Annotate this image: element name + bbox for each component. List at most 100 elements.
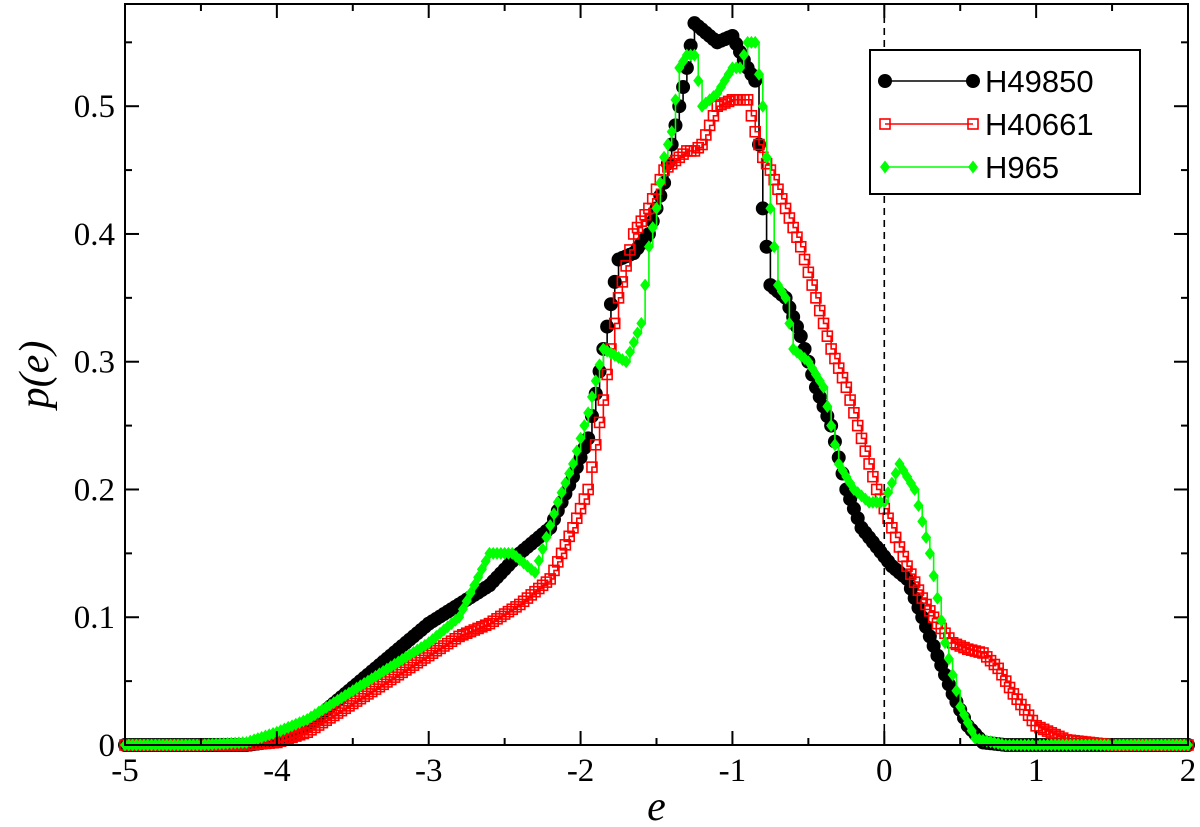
data-point <box>810 292 822 304</box>
x-tick-label: -2 <box>567 753 595 789</box>
data-point <box>916 592 929 604</box>
legend-sample-h965 <box>880 160 978 174</box>
data-point <box>735 61 746 75</box>
data-point <box>932 591 943 605</box>
data-point <box>940 636 951 650</box>
x-tick-label: 1 <box>1028 753 1045 789</box>
data-point <box>476 621 488 633</box>
data-point <box>863 458 875 470</box>
data-point <box>594 358 605 372</box>
data-point <box>590 374 601 388</box>
data-point <box>479 619 492 632</box>
data-point <box>647 221 658 235</box>
data-point <box>552 495 563 509</box>
data-point <box>464 625 477 638</box>
data-point <box>297 727 310 740</box>
data-point <box>958 641 970 654</box>
data-point <box>533 582 545 595</box>
legend-entry-h40661: H40661 <box>879 107 1094 142</box>
data-point <box>676 80 691 95</box>
data-point <box>632 326 643 340</box>
data-point <box>818 380 829 394</box>
data-point <box>290 730 302 742</box>
data-point <box>912 584 925 596</box>
data-point <box>855 432 868 445</box>
data-point <box>851 419 864 432</box>
data-point <box>921 530 932 544</box>
data-point <box>765 201 776 215</box>
legend-sample-h40661 <box>879 118 979 130</box>
data-point <box>669 154 682 167</box>
data-point <box>563 530 575 543</box>
data-point <box>453 630 465 643</box>
x-axis-title: e <box>647 784 666 827</box>
data-point <box>999 675 1012 687</box>
legend-entry-h49850: H49850 <box>878 64 1094 99</box>
data-point <box>741 94 754 106</box>
data-point <box>677 148 689 160</box>
data-point <box>817 317 830 330</box>
data-point <box>627 228 640 240</box>
data-point <box>449 633 462 645</box>
data-point <box>582 483 594 496</box>
legend-label-h40661: H40661 <box>985 107 1094 142</box>
axis-ticks: -5 -4 -3 -2 -1 0 1 2 0 0.1 0.2 0.3 0.4 0.5 <box>74 4 1197 789</box>
x-tick-label: 2 <box>1180 753 1197 789</box>
data-point <box>457 629 469 641</box>
data-point <box>806 279 818 291</box>
data-point <box>640 278 651 292</box>
data-point <box>556 486 567 500</box>
data-point <box>784 316 795 330</box>
data-point <box>886 476 897 490</box>
data-point <box>909 482 920 496</box>
y-tick-label: 0.5 <box>74 89 115 125</box>
data-point <box>624 244 636 256</box>
x-tick-label: 0 <box>876 753 893 789</box>
legend-marker <box>880 160 890 174</box>
data-point <box>545 519 556 533</box>
data-point <box>745 109 758 122</box>
data-point <box>593 416 606 429</box>
data-point <box>548 564 560 577</box>
data-point <box>559 539 572 551</box>
data-point <box>597 394 610 406</box>
data-point <box>794 240 807 253</box>
data-point <box>514 598 526 611</box>
data-point <box>750 35 761 49</box>
data-point <box>651 201 662 215</box>
data-point <box>749 125 762 138</box>
legend-sample-h49850 <box>878 74 980 88</box>
data-point <box>536 579 549 592</box>
series-line-h40661 <box>125 99 1188 746</box>
data-point <box>822 399 833 413</box>
data-point <box>757 99 768 113</box>
y-tick-label: 0.1 <box>74 600 115 636</box>
data-point <box>601 368 613 381</box>
data-point <box>540 576 553 588</box>
data-point <box>600 319 615 334</box>
data-point <box>988 658 1001 671</box>
data-point <box>621 355 632 369</box>
data-point <box>659 150 670 164</box>
legend: H49850 H40661 H965 <box>869 49 1141 195</box>
data-point <box>643 240 654 254</box>
data-point <box>603 297 618 312</box>
data-point <box>533 554 544 568</box>
data-point <box>586 461 598 473</box>
data-point <box>567 457 578 471</box>
data-point <box>943 652 954 666</box>
data-point <box>711 100 724 113</box>
data-point <box>693 74 704 88</box>
data-point <box>848 407 860 419</box>
y-axis-title: p(e) <box>12 341 58 412</box>
data-point <box>793 329 808 344</box>
data-point <box>1034 721 1046 734</box>
data-point <box>1003 681 1016 694</box>
data-point <box>996 668 1008 681</box>
data-point <box>525 589 538 601</box>
data-point <box>624 345 635 359</box>
data-point <box>460 627 473 640</box>
data-point <box>954 640 967 652</box>
data-point <box>517 595 530 608</box>
